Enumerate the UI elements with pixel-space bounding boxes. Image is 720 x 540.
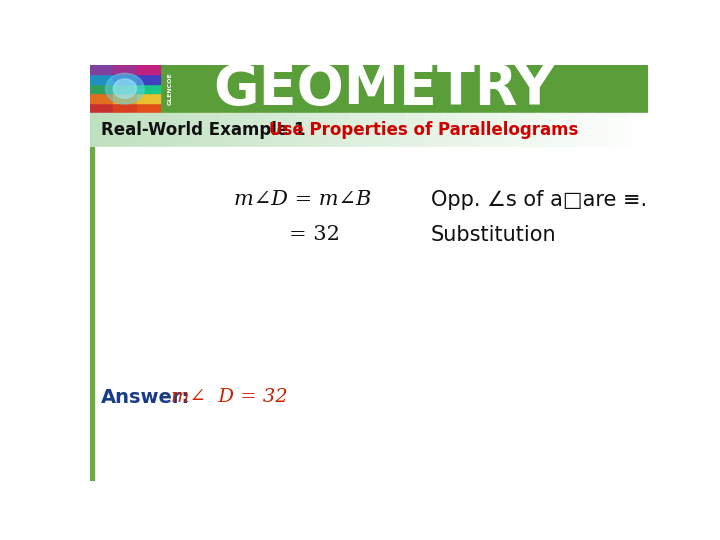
Bar: [490, 112, 500, 147]
Bar: [341, 112, 351, 147]
Bar: [192, 112, 202, 147]
Ellipse shape: [113, 79, 137, 98]
Bar: [508, 112, 518, 147]
Bar: [285, 112, 295, 147]
Bar: [397, 112, 407, 147]
Bar: [137, 103, 160, 112]
Bar: [462, 112, 472, 147]
Bar: [323, 112, 332, 147]
Bar: [425, 112, 434, 147]
Bar: [378, 112, 388, 147]
Bar: [453, 112, 462, 147]
Text: Use Properties of Parallelograms: Use Properties of Parallelograms: [269, 121, 578, 139]
Text: GEOMETRY: GEOMETRY: [214, 62, 555, 116]
Bar: [629, 112, 639, 147]
Bar: [230, 112, 239, 147]
Bar: [527, 112, 537, 147]
Bar: [294, 112, 305, 147]
Text: GLENCOE: GLENCOE: [168, 72, 173, 105]
Bar: [258, 112, 267, 147]
Bar: [137, 112, 146, 147]
Bar: [164, 112, 174, 147]
Bar: [211, 112, 220, 147]
Bar: [518, 112, 528, 147]
Bar: [174, 112, 184, 147]
Bar: [546, 112, 555, 147]
Bar: [304, 112, 314, 147]
Bar: [90, 112, 99, 147]
Bar: [118, 112, 127, 147]
Bar: [444, 112, 453, 147]
Bar: [620, 112, 630, 147]
Bar: [137, 93, 160, 103]
Text: Answer:: Answer:: [101, 388, 190, 407]
Bar: [593, 112, 602, 147]
Bar: [276, 112, 286, 147]
Bar: [481, 112, 490, 147]
Text: Real-World Example 1: Real-World Example 1: [101, 121, 305, 139]
Bar: [639, 112, 649, 147]
Bar: [90, 65, 113, 75]
Bar: [472, 112, 481, 147]
Text: Opp. ∠s of a□are ≡.: Opp. ∠s of a□are ≡.: [431, 190, 647, 210]
Bar: [90, 147, 94, 481]
Bar: [583, 112, 593, 147]
Bar: [332, 112, 341, 147]
Bar: [536, 112, 546, 147]
Bar: [555, 112, 564, 147]
Bar: [90, 103, 113, 112]
Bar: [90, 75, 113, 84]
Bar: [415, 112, 426, 147]
Bar: [90, 147, 648, 481]
Bar: [220, 112, 230, 147]
Bar: [564, 112, 574, 147]
Text: = 32: = 32: [289, 226, 340, 245]
Bar: [137, 75, 160, 84]
Ellipse shape: [106, 73, 144, 104]
Bar: [113, 84, 137, 93]
Text: m∠  D = 32: m∠ D = 32: [171, 388, 288, 407]
Text: m∠D = m∠B: m∠D = m∠B: [235, 190, 372, 209]
Bar: [369, 112, 379, 147]
Bar: [145, 112, 156, 147]
Bar: [90, 93, 113, 103]
Bar: [99, 112, 109, 147]
Bar: [90, 84, 113, 93]
Bar: [183, 112, 193, 147]
Text: Substitution: Substitution: [431, 225, 557, 245]
Bar: [360, 112, 369, 147]
Bar: [499, 112, 509, 147]
Bar: [387, 112, 397, 147]
Bar: [90, 65, 648, 112]
Bar: [109, 112, 118, 147]
Bar: [601, 112, 611, 147]
Bar: [113, 103, 137, 112]
Bar: [248, 112, 258, 147]
Bar: [155, 112, 165, 147]
Bar: [239, 112, 248, 147]
Bar: [574, 112, 583, 147]
Bar: [137, 84, 160, 93]
Bar: [406, 112, 416, 147]
Bar: [313, 112, 323, 147]
Bar: [127, 112, 137, 147]
Bar: [113, 75, 137, 84]
Bar: [113, 65, 137, 75]
Bar: [434, 112, 444, 147]
Bar: [266, 112, 276, 147]
Bar: [611, 112, 621, 147]
Bar: [137, 65, 160, 75]
Bar: [351, 112, 360, 147]
Bar: [202, 112, 211, 147]
Bar: [113, 93, 137, 103]
